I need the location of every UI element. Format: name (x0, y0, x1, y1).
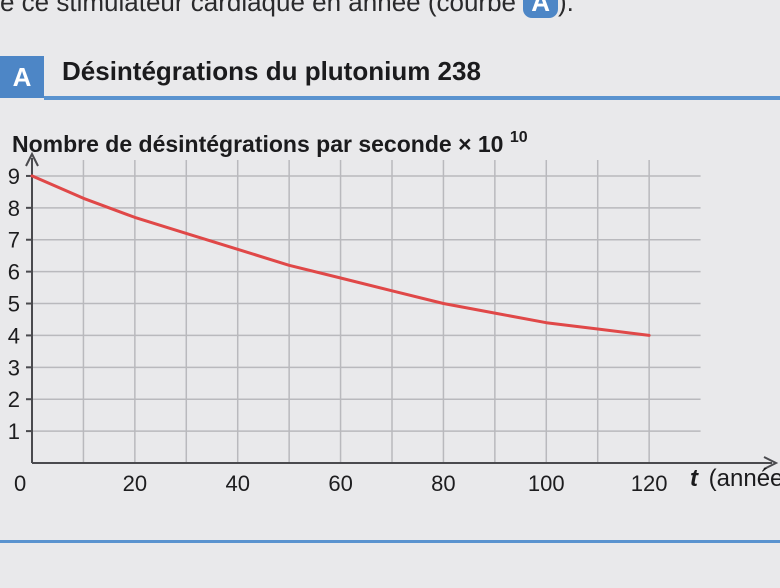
curve-reference-badge: A (523, 0, 558, 18)
y-tick-label: 6 (8, 260, 20, 285)
x-tick-label: 120 (631, 471, 668, 496)
x-tick-label: 0 (14, 471, 26, 496)
bottom-rule (0, 540, 780, 543)
y-tick-label: 3 (8, 355, 20, 380)
previous-text-end: ). (558, 0, 574, 17)
x-tick-label: 40 (225, 471, 249, 496)
y-tick-label: 5 (8, 292, 20, 317)
x-axis-label-unit: (année (709, 465, 780, 492)
x-tick-label: 60 (328, 471, 352, 496)
y-tick-label: 4 (8, 323, 20, 348)
y-axis-label-main: Nombre de désintégrations par seconde (12, 131, 452, 157)
chart-grid (32, 160, 701, 463)
x-tick-label: 100 (528, 471, 565, 496)
previous-text-line: e ce stimulateur cardiaque en année (cou… (0, 0, 574, 18)
chart-axes (25, 151, 779, 470)
x-tick-label: 20 (123, 471, 147, 496)
x-tick-label: 80 (431, 471, 455, 496)
y-axis-label-unit: × 10 (458, 131, 503, 157)
x-axis-label-var: t (690, 465, 699, 492)
chart-series (30, 174, 651, 337)
x-axis-arrow (763, 456, 779, 470)
section-tag: A (0, 56, 44, 98)
y-axis-arrow (25, 151, 39, 167)
y-tick-label: 1 (8, 419, 20, 444)
section-title: Désintégrations du plutonium 238 (62, 56, 481, 86)
y-tick-label: 8 (8, 196, 20, 221)
previous-text: e ce stimulateur cardiaque en année (cou… (0, 0, 524, 17)
decay-curve-line (30, 174, 651, 337)
y-tick-label: 2 (8, 387, 20, 412)
y-tick-label: 7 (8, 228, 20, 253)
y-axis-label: Nombre de désintégrations par seconde × … (12, 129, 528, 157)
chart-ticks: 1 2 3 4 5 6 7 8 9 0 20 40 60 80 100 120 (8, 164, 668, 496)
y-axis-label-exponent: 10 (510, 129, 528, 146)
section-rule (44, 96, 780, 100)
y-tick-label: 9 (8, 164, 20, 189)
x-axis-label: t (année (690, 465, 780, 492)
